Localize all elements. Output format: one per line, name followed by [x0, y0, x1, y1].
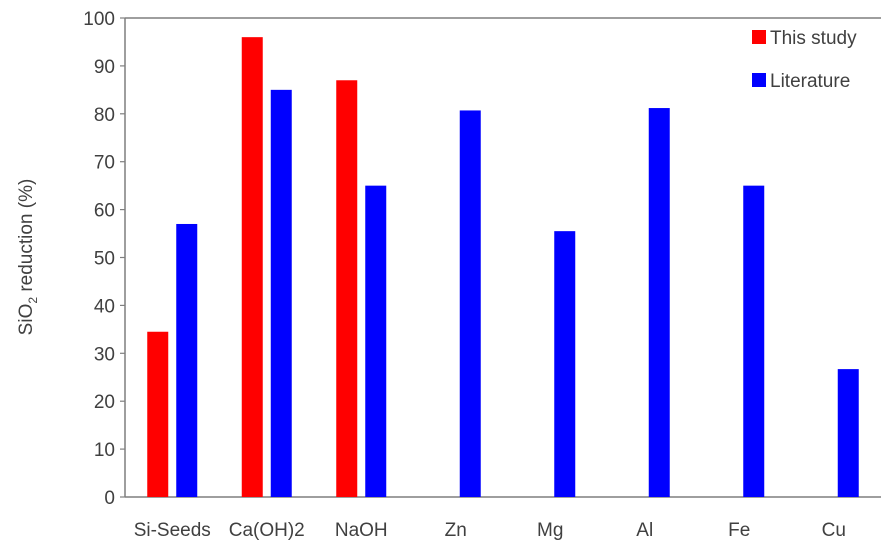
x-tick-label: Zn [445, 520, 467, 541]
axes: 0 10 20 30 40 50 60 70 80 90 100 Si-Seeds Ca(OH)2 NaO… [83, 9, 881, 541]
y-tick-label: 60 [94, 201, 115, 222]
y-tick-label: 20 [94, 392, 115, 413]
bar-this-study-ca-oh-2 [241, 37, 263, 497]
bar-literature-mg [554, 231, 576, 497]
bar-literature-cu [837, 369, 859, 497]
y-tick-label: 0 [104, 488, 115, 509]
y-tick-label: 40 [94, 296, 115, 317]
y-axis-title: SiO2 reduction (%) [16, 179, 40, 336]
bar-this-study-naoh [336, 80, 358, 498]
bar-literature-ca-oh-2 [270, 89, 292, 497]
x-tick-label: Ca(OH)2 [229, 520, 305, 541]
legend-label-literature: Literature [770, 71, 850, 92]
y-axis-title-main: SiO [16, 304, 37, 336]
x-tick-label: Si-Seeds [134, 520, 211, 541]
y-tick-label: 50 [94, 249, 115, 270]
bar-literature-zn [459, 110, 481, 498]
y-tick-label: 90 [94, 57, 115, 78]
legend-swatch-literature [752, 73, 766, 87]
x-tick-label: NaOH [335, 520, 388, 541]
y-tick-label: 10 [94, 440, 115, 461]
y-tick-label: 70 [94, 153, 115, 174]
y-tick-label: 80 [94, 105, 115, 126]
y-tick-label: 100 [83, 9, 115, 30]
y-axis-title-subscript: 2 [26, 297, 40, 304]
bar-this-study-si-seeds [147, 331, 169, 497]
bar-literature-fe [743, 185, 765, 497]
bar-literature-al [648, 108, 670, 497]
x-tick-label: Cu [822, 520, 846, 541]
x-tick-label: Fe [728, 520, 750, 541]
bars [147, 37, 859, 498]
legend-label-this-study: This study [770, 28, 857, 49]
legend: This study Literature [752, 28, 857, 92]
bar-literature-naoh [365, 185, 387, 497]
bar-literature-si-seeds [176, 223, 198, 497]
x-tick-label: Mg [537, 520, 563, 541]
y-axis-title-rest: reduction (%) [16, 179, 37, 297]
legend-swatch-this-study [752, 30, 766, 44]
y-tick-label: 30 [94, 344, 115, 365]
x-tick-label: Al [636, 520, 653, 541]
